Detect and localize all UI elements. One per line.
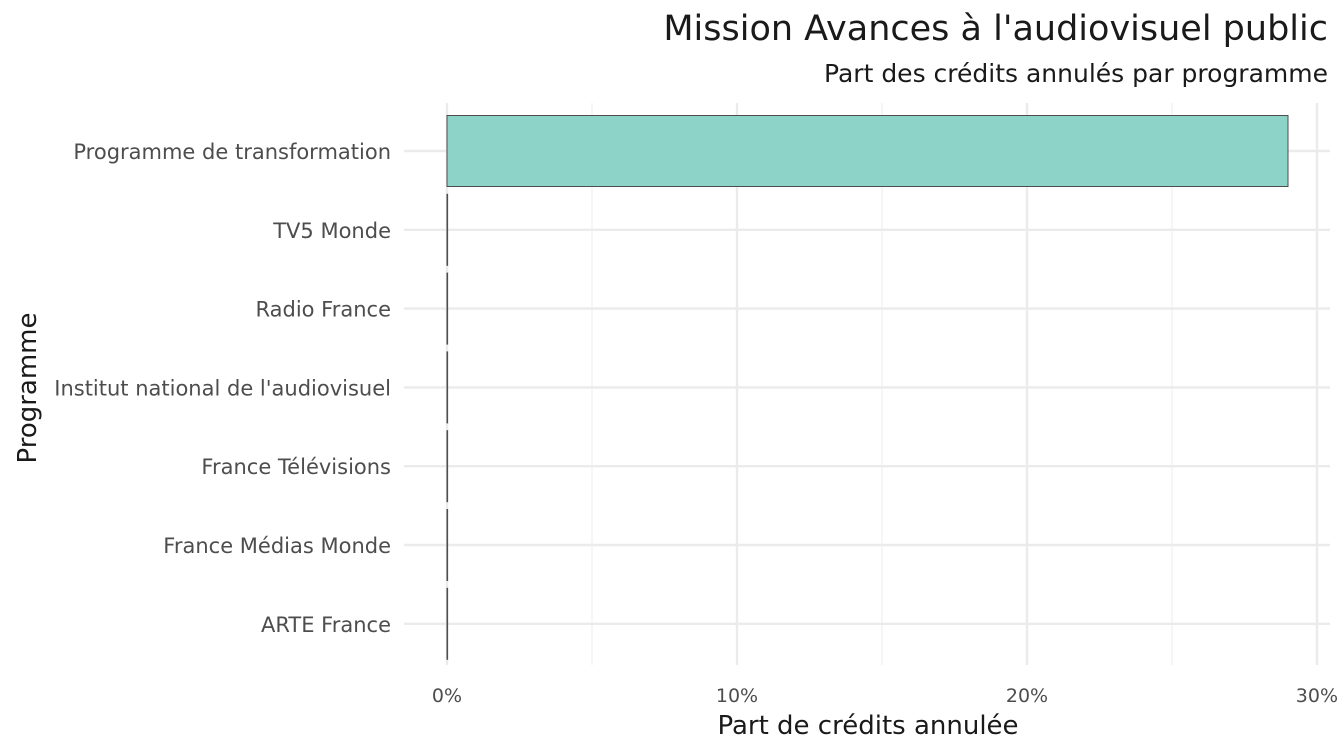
bar — [446, 509, 449, 581]
chart-title: Mission Avances à l'audiovisuel public — [663, 9, 1328, 49]
x-tick-label: 20% — [1006, 685, 1048, 707]
labels: Mission Avances à l'audiovisuel public P… — [13, 9, 1338, 741]
y-axis-title: Programme — [13, 312, 43, 463]
bar — [446, 115, 1289, 187]
bar — [446, 351, 449, 424]
y-tick-label: TV5 Monde — [272, 219, 391, 243]
bar — [446, 587, 449, 660]
y-tick-label: France Médias Monde — [163, 534, 391, 558]
y-tick-label: Radio France — [255, 298, 391, 322]
x-tick-label: 10% — [716, 685, 758, 707]
y-tick-label: Programme de transformation — [73, 140, 391, 164]
x-axis-title: Part de crédits annulée — [717, 711, 1018, 741]
bar — [446, 272, 449, 345]
chart-subtitle: Part des crédits annulés par programme — [824, 59, 1328, 88]
y-tick-label: ARTE France — [261, 613, 391, 637]
bar — [446, 193, 449, 266]
x-tick-label: 30% — [1296, 685, 1338, 707]
grid — [404, 103, 1330, 665]
x-tick-label: 0% — [432, 685, 462, 707]
y-tick-label: France Télévisions — [201, 455, 391, 479]
bars — [446, 115, 1289, 660]
y-tick-label: Institut national de l'audiovisuel — [54, 376, 391, 400]
bar — [446, 430, 449, 503]
